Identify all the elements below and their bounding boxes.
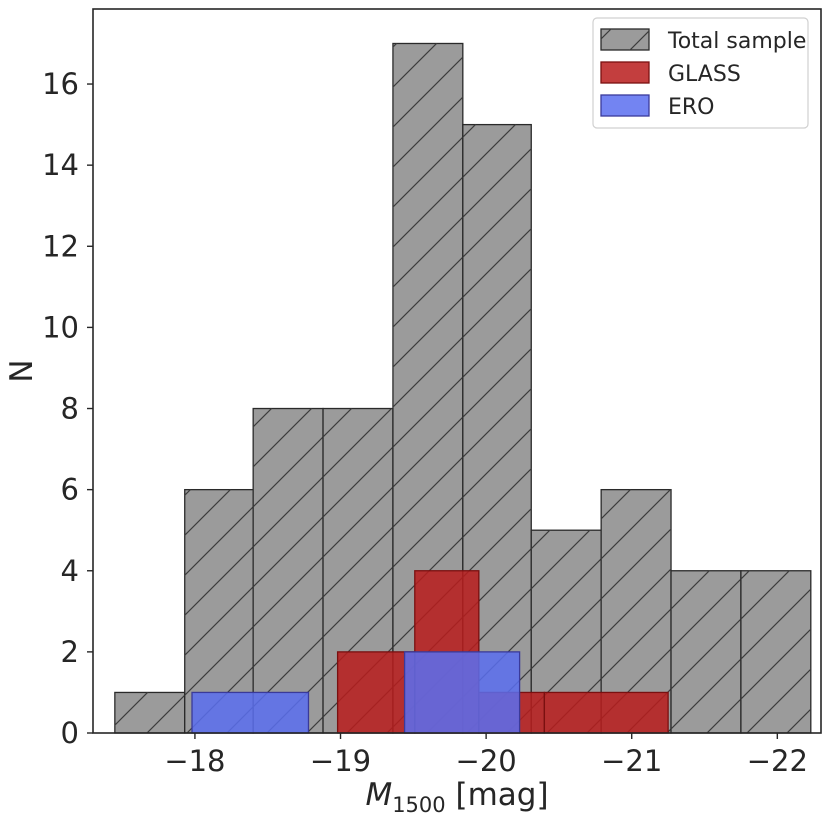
- x-tick-label-2: −20: [456, 744, 517, 778]
- y-tick-label-7: 14: [42, 148, 79, 182]
- y-tick-label-5: 10: [42, 310, 79, 344]
- x-axis-title-unit: [mag]: [446, 777, 549, 813]
- bar-glass-3: [543, 691, 669, 734]
- bar-hatch-total-sample-8: [671, 570, 741, 733]
- y-tick-label-3: 6: [61, 473, 79, 507]
- x-tick-label-4: −22: [747, 744, 808, 778]
- legend-swatch-ero: [600, 94, 650, 117]
- x-axis-title-symbol: M: [365, 777, 392, 813]
- legend-label-total-sample: Total sample: [667, 29, 806, 54]
- bar-hatch-total-sample-0: [114, 692, 185, 733]
- x-tick-label-1: −19: [310, 744, 371, 778]
- x-tick-label-0: −18: [164, 744, 225, 778]
- bar-hatch-total-sample-2: [253, 408, 324, 733]
- legend-swatch-total-sample-hatch: [601, 29, 649, 50]
- plot-frame: [92, 8, 822, 734]
- y-tick-label-6: 12: [42, 229, 79, 263]
- y-tick-label-8: 16: [42, 67, 79, 101]
- legend-label-glass: GLASS: [668, 62, 741, 87]
- y-tick-label-4: 8: [61, 392, 79, 426]
- legend-label-ero: ERO: [668, 95, 715, 120]
- legend-swatch-glass: [600, 61, 650, 84]
- bar-hatch-total-sample-9: [740, 570, 811, 733]
- bar-ero-0: [191, 691, 310, 734]
- x-axis-title: M1500 [mag]: [365, 777, 548, 817]
- x-axis-title-subscript: 1500: [392, 793, 445, 817]
- x-tick-label-3: −21: [601, 744, 662, 778]
- bar-glass-0: [336, 651, 416, 734]
- y-tick-label-2: 4: [61, 554, 79, 588]
- y-axis-title: N: [4, 359, 40, 382]
- legend: Total sample GLASS ERO: [592, 17, 809, 129]
- bar-ero-2: [403, 651, 521, 734]
- y-tick-label-0: 0: [61, 716, 79, 750]
- y-tick-label-1: 2: [61, 635, 79, 669]
